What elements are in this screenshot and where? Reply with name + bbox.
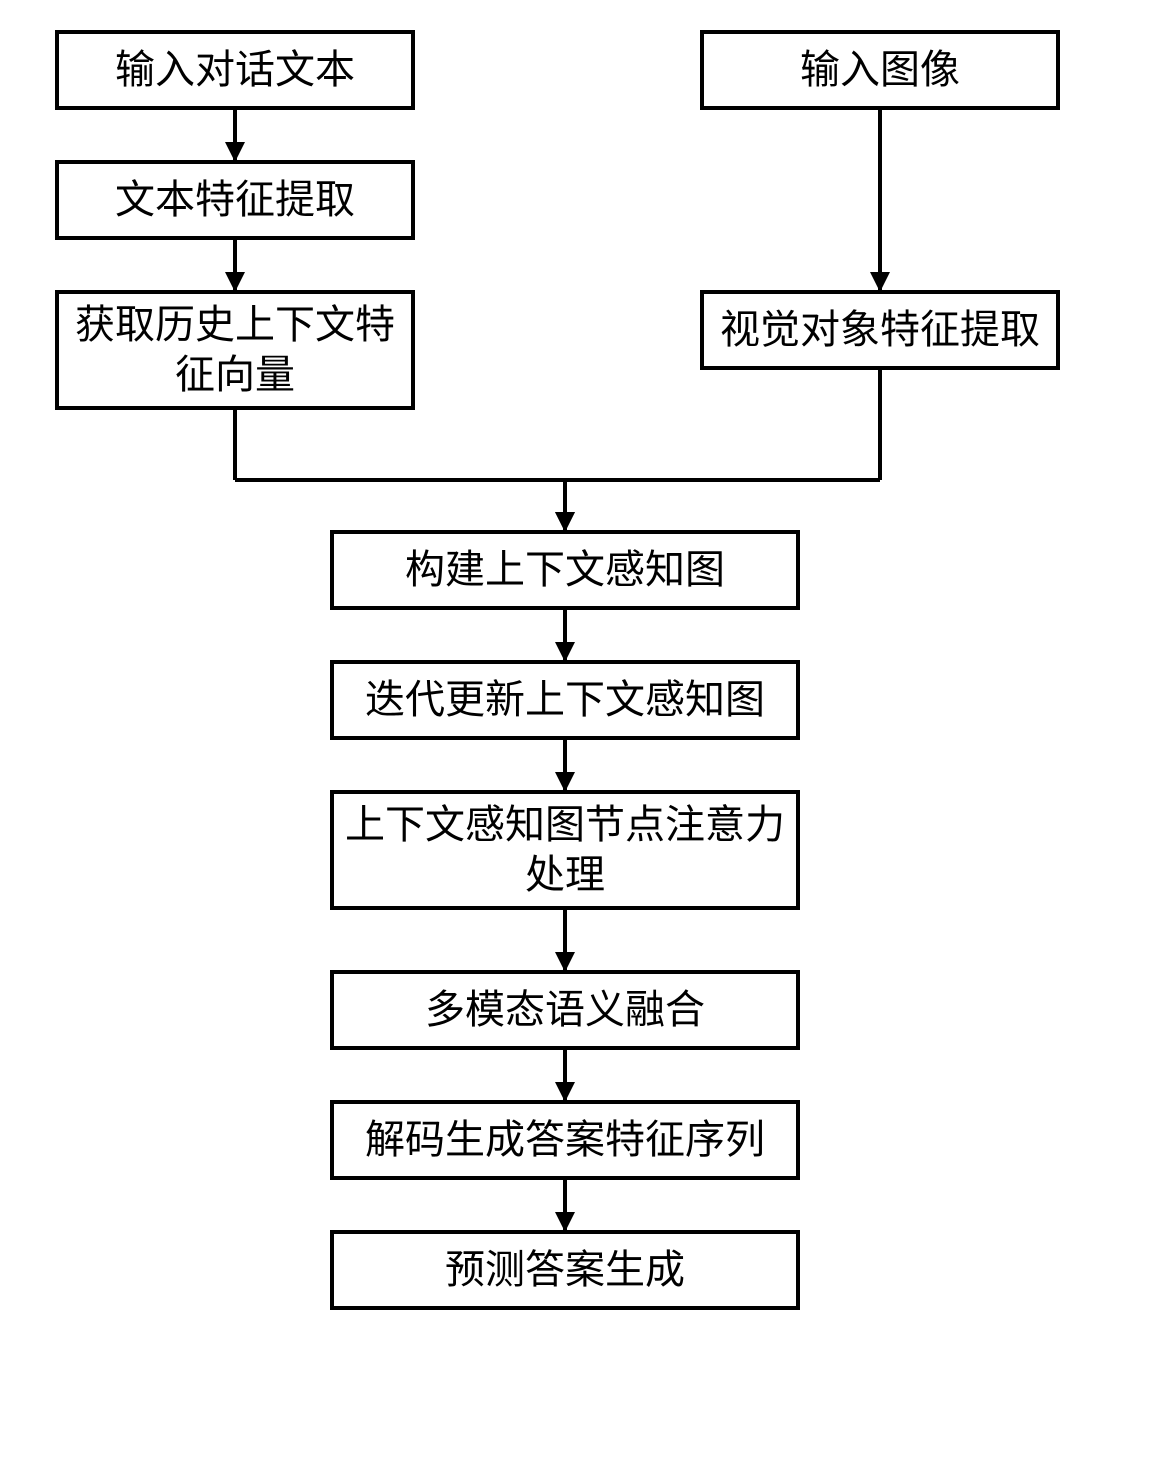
node-label: 解码生成答案特征序列: [365, 1115, 765, 1165]
node-label: 上下文感知图节点注意力处理: [344, 800, 786, 900]
flowchart-canvas: 输入对话文本 输入图像 文本特征提取 获取历史上下文特征向量 视觉对象特征提取 …: [0, 0, 1166, 1473]
node-build-graph: 构建上下文感知图: [330, 530, 800, 610]
node-label: 构建上下文感知图: [405, 545, 725, 595]
node-label: 获取历史上下文特征向量: [69, 300, 401, 400]
node-label: 视觉对象特征提取: [720, 305, 1040, 355]
node-text-feat: 文本特征提取: [55, 160, 415, 240]
node-hist-ctx: 获取历史上下文特征向量: [55, 290, 415, 410]
node-label: 多模态语义融合: [425, 985, 705, 1035]
node-label: 迭代更新上下文感知图: [365, 675, 765, 725]
node-input-image: 输入图像: [700, 30, 1060, 110]
node-decode: 解码生成答案特征序列: [330, 1100, 800, 1180]
node-label: 输入图像: [800, 45, 960, 95]
node-input-text: 输入对话文本: [55, 30, 415, 110]
node-predict: 预测答案生成: [330, 1230, 800, 1310]
node-attention: 上下文感知图节点注意力处理: [330, 790, 800, 910]
node-label: 预测答案生成: [445, 1245, 685, 1295]
node-label: 文本特征提取: [115, 175, 355, 225]
node-vis-feat: 视觉对象特征提取: [700, 290, 1060, 370]
node-fusion: 多模态语义融合: [330, 970, 800, 1050]
node-iter-update: 迭代更新上下文感知图: [330, 660, 800, 740]
node-label: 输入对话文本: [115, 45, 355, 95]
